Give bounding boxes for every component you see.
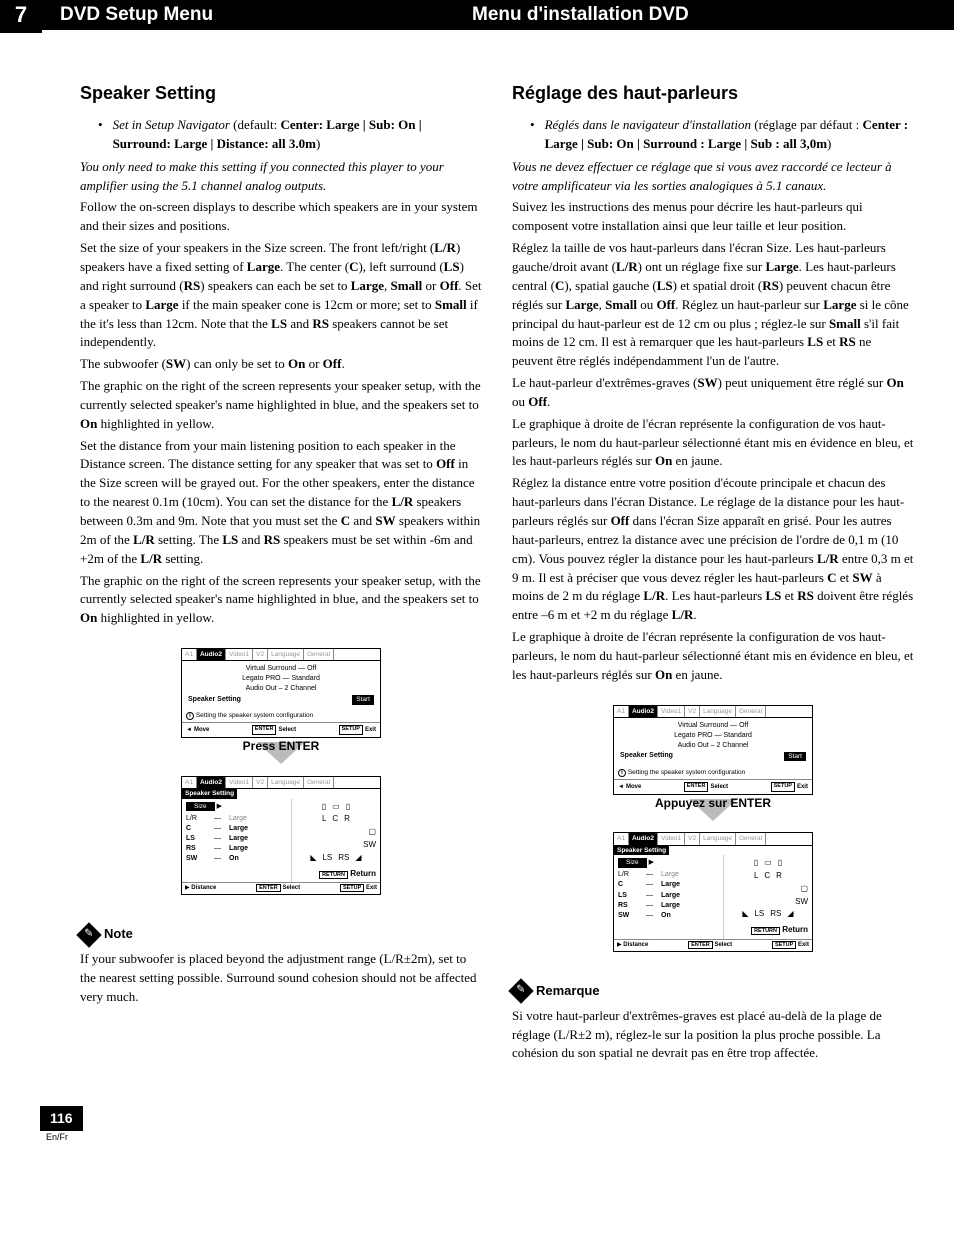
osd-screen-2-fr: A1 Audio2 Video1 V2 Language General Spe… — [613, 832, 813, 952]
para-en: The subwoofer (SW) can only be set to On… — [80, 355, 482, 374]
osd-tab: Video1 — [226, 649, 253, 660]
para-fr: Réglez la taille de vos haut-parleurs da… — [512, 239, 914, 371]
para-fr: Le haut-parleur d'extrêmes-graves (SW) p… — [512, 374, 914, 412]
osd-tab: General — [304, 649, 334, 660]
para-en: Set the size of your speakers in the Siz… — [80, 239, 482, 352]
osd-figure-1-en: A1 Audio2 Video1 V2 Language General Vir… — [80, 648, 482, 895]
osd-tab-active: Audio2 — [197, 649, 226, 660]
default-bullet-fr: • Réglés dans le navigateur d'installati… — [512, 116, 914, 154]
column-fr: Réglage des haut-parleurs • Réglés dans … — [512, 80, 914, 1066]
osd-tab: A1 — [182, 649, 197, 660]
para-en: The graphic on the right of the screen r… — [80, 572, 482, 629]
section-title-en: Speaker Setting — [80, 80, 482, 106]
osd-screen-1: A1 Audio2 Video1 V2 Language General Vir… — [181, 648, 381, 738]
header-title-en: DVD Setup Menu — [42, 1, 442, 29]
note-icon: ✎ — [76, 922, 101, 947]
para-en: Follow the on-screen displays to describ… — [80, 198, 482, 236]
para-fr: Le graphique à droite de l'écran représe… — [512, 628, 914, 685]
para-fr: Le graphique à droite de l'écran représe… — [512, 415, 914, 472]
note-body-fr: Si votre haut-parleur d'extrêmes-graves … — [512, 1007, 914, 1064]
press-enter-label: Press ENTER — [80, 738, 482, 755]
page-number: 116 — [40, 1106, 83, 1130]
para-en: Set the distance from your main listenin… — [80, 437, 482, 569]
osd-tab: V2 — [253, 649, 268, 660]
lang-code: En/Fr — [40, 1131, 954, 1144]
note-heading-fr: ✎ Remarque — [512, 982, 914, 1001]
default-bullet-en: • Set in Setup Navigator (default: Cente… — [80, 116, 482, 154]
header-title-fr: Menu d'installation DVD — [442, 1, 689, 29]
para-fr: Réglez la distance entre votre position … — [512, 474, 914, 625]
header-bar: 7 DVD Setup Menu Menu d'installation DVD — [0, 0, 954, 30]
para-en: The graphic on the right of the screen r… — [80, 377, 482, 434]
note-body-en: If your subwoofer is placed beyond the a… — [80, 950, 482, 1007]
chapter-number: 7 — [0, 0, 42, 33]
osd-figure-1-fr: A1 Audio2 Video1 V2 Language General Vir… — [512, 705, 914, 952]
press-enter-label-fr: Appuyez sur ENTER — [512, 795, 914, 812]
note-icon: ✎ — [508, 979, 533, 1004]
intro-italic-en: You only need to make this setting if yo… — [80, 158, 482, 196]
para-fr: Suivez les instructions des menus pour d… — [512, 198, 914, 236]
osd-screen-2: A1 Audio2 Video1 V2 Language General Spe… — [181, 776, 381, 896]
page-footer: 116 En/Fr — [0, 1106, 954, 1143]
column-en: Speaker Setting • Set in Setup Navigator… — [80, 80, 482, 1066]
osd-tab: Language — [268, 649, 304, 660]
note-heading-en: ✎ Note — [80, 925, 482, 944]
section-title-fr: Réglage des haut-parleurs — [512, 80, 914, 106]
intro-italic-fr: Vous ne devez effectuer ce réglage que s… — [512, 158, 914, 196]
osd-screen-1-fr: A1 Audio2 Video1 V2 Language General Vir… — [613, 705, 813, 795]
